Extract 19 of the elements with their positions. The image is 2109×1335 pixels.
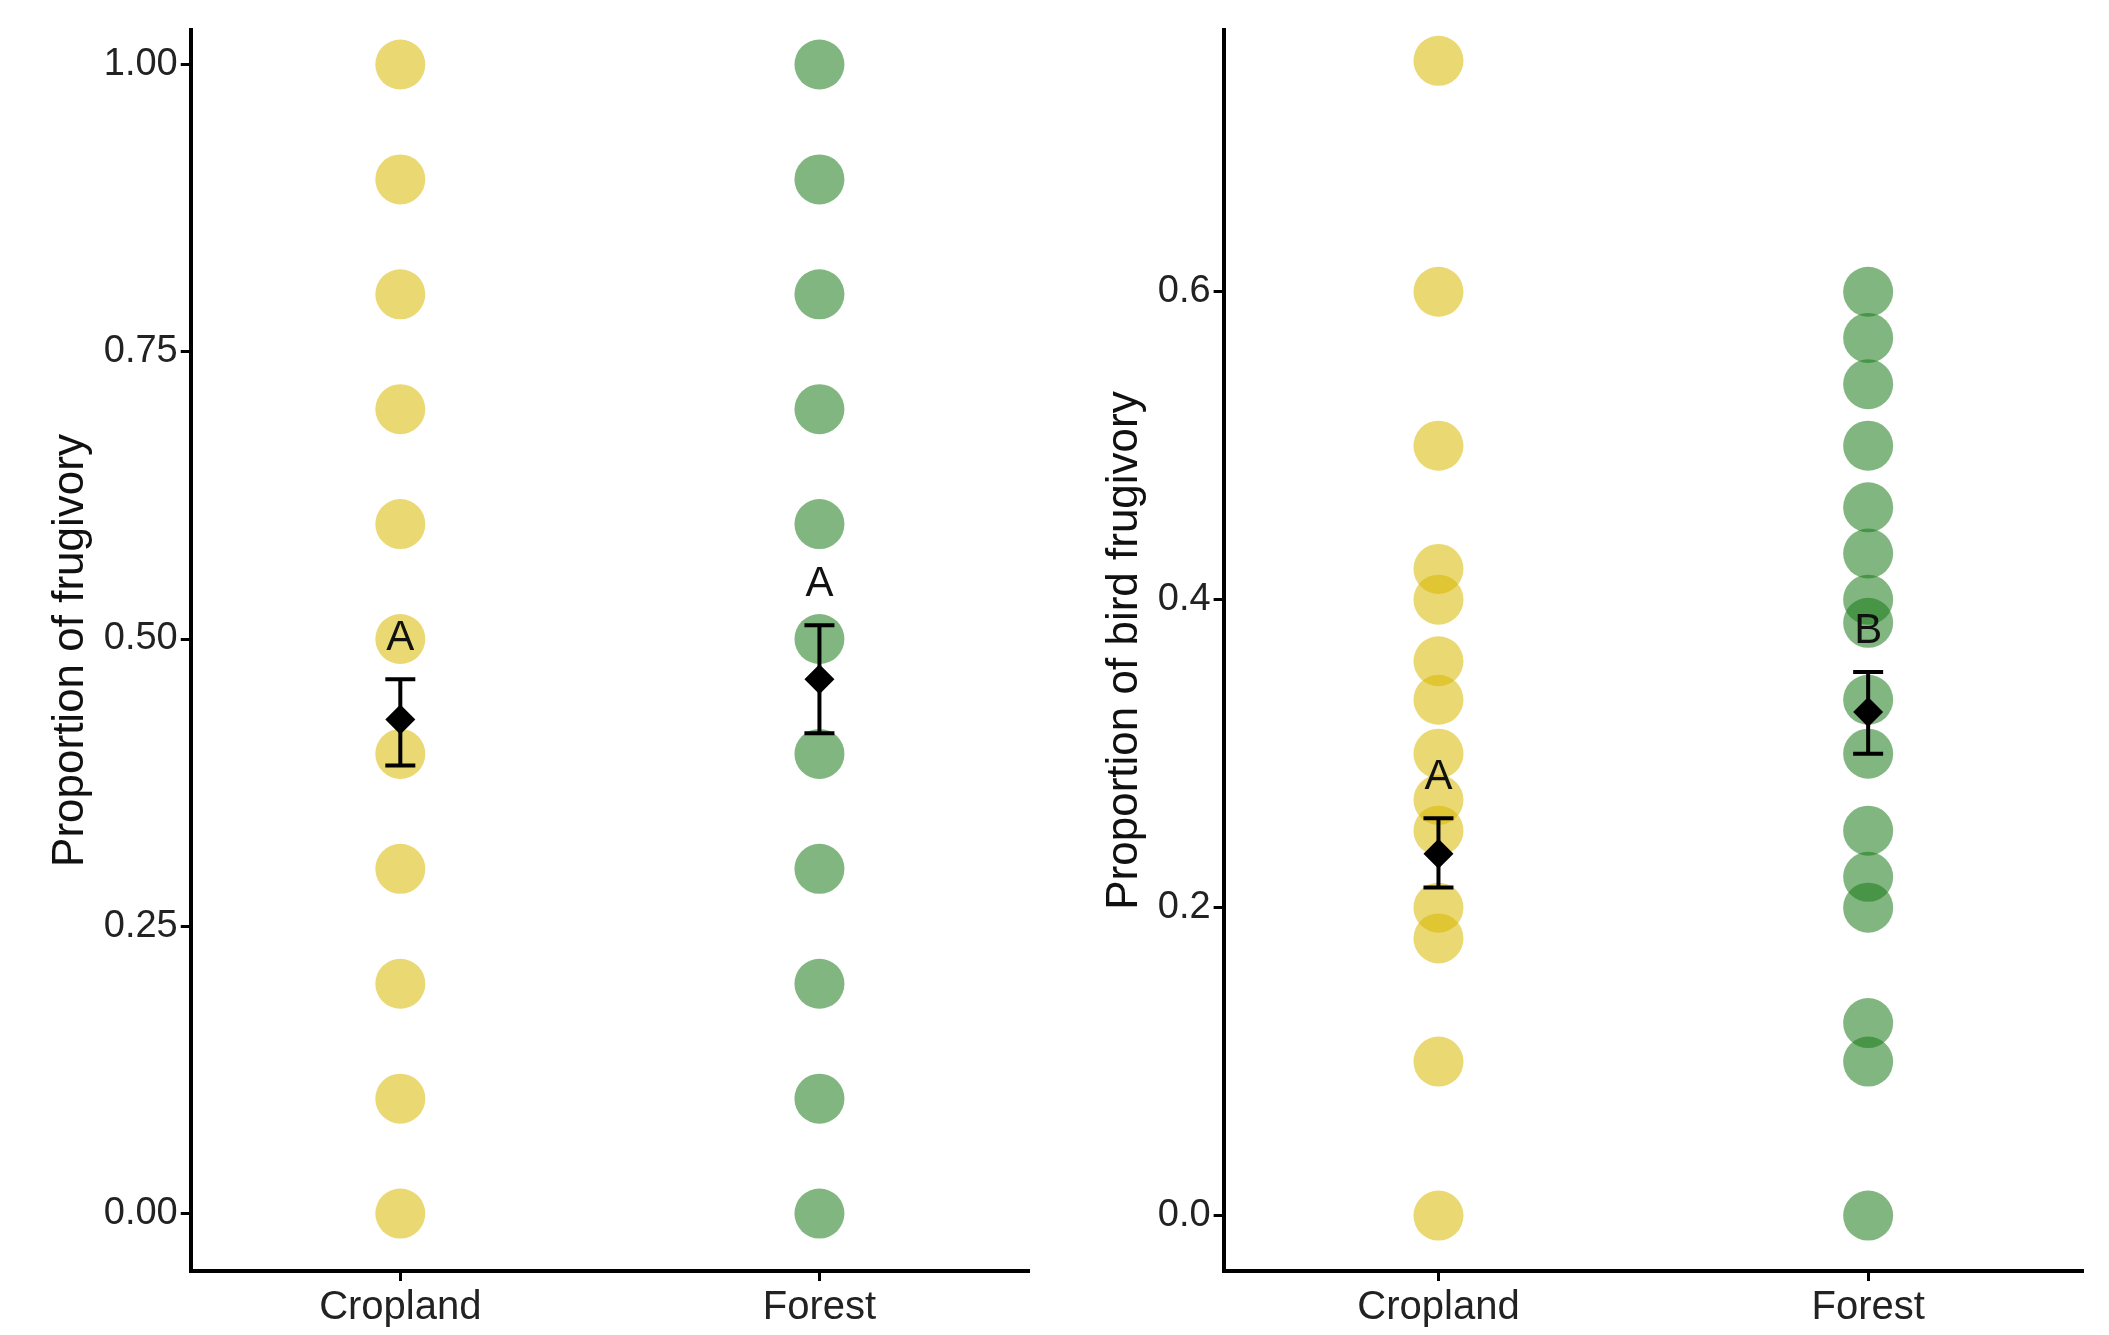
- x-tick-label: Cropland: [319, 1283, 482, 1328]
- annotation: A: [386, 611, 415, 659]
- y-tick-label: 0.25: [103, 902, 178, 945]
- y-tick-label: 0.6: [1157, 268, 1211, 311]
- y-axis-title: Proportion of frugivory: [42, 434, 92, 867]
- x-tick-label: Forest: [1811, 1283, 1925, 1328]
- y-tick-label: 0.75: [103, 328, 178, 371]
- annotation: B: [1854, 604, 1883, 652]
- y-tick-label: 0.2: [1157, 884, 1211, 927]
- y-tick-label: 0.4: [1157, 576, 1211, 619]
- x-tick-label: Forest: [762, 1283, 877, 1328]
- y-tick-label: 0.0: [1157, 1192, 1211, 1235]
- y-tick-label: 0.50: [103, 615, 178, 658]
- annotation: A: [1424, 750, 1453, 798]
- y-axis-title: Proportion of bird frugivory: [1096, 391, 1146, 910]
- annotation: A: [805, 557, 834, 605]
- y-tick-label: 1.00: [103, 40, 178, 83]
- y-tick-label: 0.00: [103, 1190, 178, 1233]
- x-tick-label: Cropland: [1357, 1283, 1520, 1328]
